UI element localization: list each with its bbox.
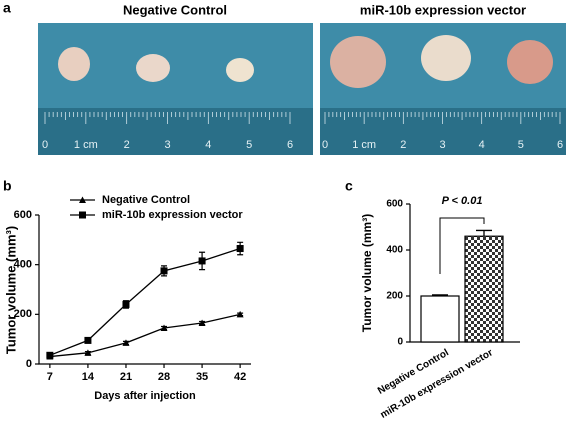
ruler-label: 1 cm: [352, 139, 376, 151]
ruler-label: 3: [164, 139, 170, 151]
x-tick-label: 21: [120, 371, 132, 383]
ruler-label: 2: [400, 139, 406, 151]
y-tick-label: 200: [386, 291, 403, 302]
y-tick-label: 0: [26, 358, 32, 370]
point: [160, 267, 168, 275]
bar: [464, 235, 504, 343]
panel-label: a: [3, 0, 11, 16]
ruler-label: 4: [479, 139, 485, 151]
point: [160, 324, 168, 331]
line: [49, 313, 241, 358]
x-tick-label: 28: [158, 371, 170, 383]
y-tick-label: 400: [14, 259, 32, 271]
point: [84, 336, 92, 344]
point: [84, 349, 92, 356]
point: [236, 310, 244, 318]
point: [122, 339, 130, 346]
ruler-label: 4: [205, 139, 211, 151]
ruler-label: 5: [518, 139, 524, 151]
line: [49, 247, 241, 356]
ruler-label: 2: [124, 139, 130, 151]
y-tick-label: 0: [397, 337, 403, 348]
panel-label: c: [345, 178, 353, 194]
y-tick-label: 600: [14, 209, 32, 221]
panel-label: b: [3, 178, 12, 194]
legend-marker: [79, 211, 86, 219]
x-axis-label: Days after injection: [94, 390, 196, 402]
ruler-label: 0: [322, 139, 328, 151]
point: [198, 257, 206, 265]
photo: [38, 23, 313, 155]
error-bar: [476, 229, 492, 237]
annotation: P < 0.01: [442, 195, 483, 207]
y-tick-label: 600: [386, 199, 403, 210]
ruler-label: 5: [246, 139, 252, 151]
x-tick-label: Negative Control: [376, 347, 451, 397]
x-tick-label: 7: [47, 371, 53, 383]
y-axis-label: Tumor volume (mm³): [360, 214, 374, 332]
x-tick-label: 14: [82, 371, 95, 383]
point: [122, 300, 130, 308]
bar: [420, 295, 460, 343]
x-tick-label: 42: [234, 371, 246, 383]
photo-title: Negative Control: [123, 2, 227, 17]
legend-label: Negative Control: [102, 194, 190, 206]
y-tick-label: 400: [386, 245, 403, 256]
ruler-label: 3: [439, 139, 445, 151]
ruler-label: 6: [287, 139, 293, 151]
photo-title: miR-10b expression vector: [360, 2, 526, 17]
point: [198, 319, 206, 327]
ruler-label: 0: [42, 139, 48, 151]
y-tick-label: 200: [14, 308, 32, 320]
y-axis-label: Tumor volume (mm³): [3, 226, 18, 354]
legend-marker: [79, 196, 86, 203]
axis: [38, 215, 251, 365]
point: [46, 351, 54, 359]
x-tick-label: 35: [196, 371, 208, 383]
photo: [320, 23, 566, 155]
ruler-label: 6: [557, 139, 563, 151]
ruler-label: 1 cm: [74, 139, 98, 151]
significance-bracket: [439, 217, 485, 274]
legend-label: miR-10b expression vector: [102, 209, 243, 221]
point: [236, 245, 244, 253]
